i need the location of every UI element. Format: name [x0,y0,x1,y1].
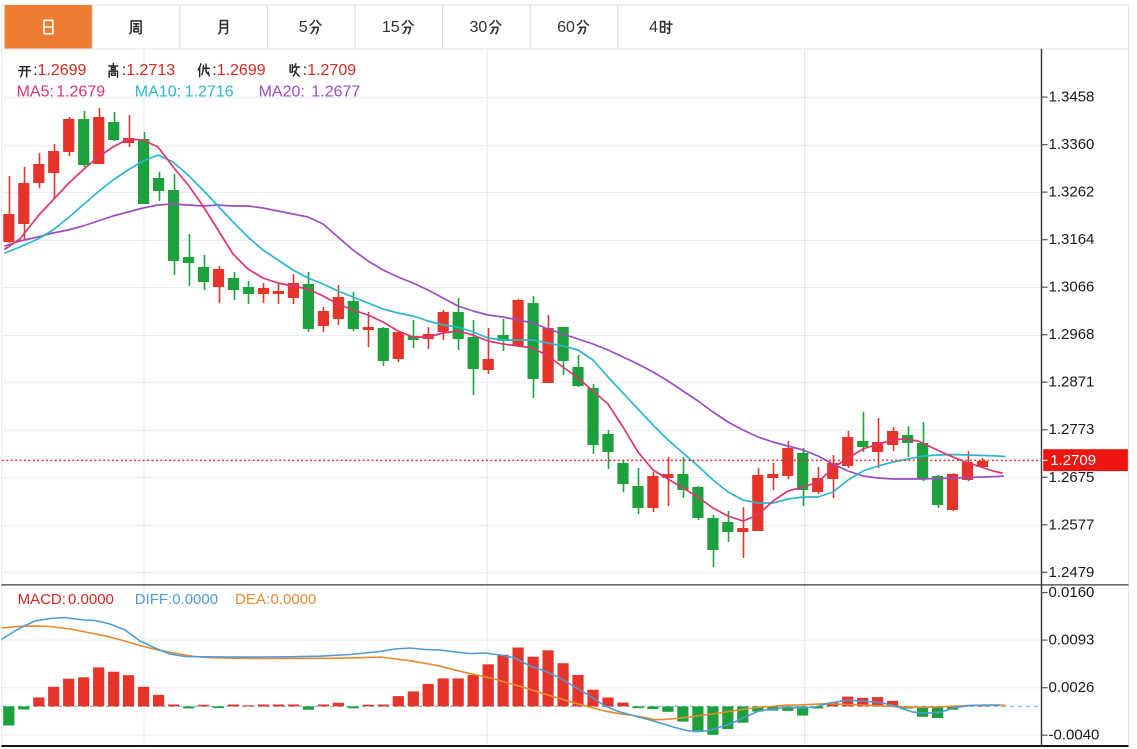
svg-text:1.2871: 1.2871 [1049,374,1095,391]
svg-text:1.2709: 1.2709 [307,62,356,79]
svg-text:DEA:: DEA: [235,591,270,608]
svg-text:1.2968: 1.2968 [1049,326,1095,343]
svg-text:30: 30 [470,19,488,36]
svg-text:0.0000: 0.0000 [271,591,317,608]
svg-text:4: 4 [649,19,658,36]
svg-text:1.3066: 1.3066 [1049,279,1095,296]
svg-text:MA5:: MA5: [17,84,54,101]
svg-text:MA10:: MA10: [135,84,181,101]
svg-text:1.2479: 1.2479 [1049,564,1095,581]
svg-text:0.0000: 0.0000 [68,591,114,608]
svg-text:1.2716: 1.2716 [185,84,234,101]
svg-text:1.2679: 1.2679 [56,84,105,101]
svg-text:60: 60 [557,19,575,36]
svg-text:0.0160: 0.0160 [1049,584,1095,601]
svg-text::: : [212,62,216,79]
svg-text:MA20:: MA20: [259,84,305,101]
svg-text:1.2699: 1.2699 [38,62,87,79]
svg-text:1.2677: 1.2677 [311,84,360,101]
svg-text:1.3262: 1.3262 [1049,184,1095,201]
svg-text:1.2709: 1.2709 [1050,452,1096,469]
svg-text:DIFF:: DIFF: [135,591,173,608]
svg-text:0.0026: 0.0026 [1049,679,1095,696]
svg-text::: : [33,62,37,79]
svg-text:0.0000: 0.0000 [172,591,218,608]
svg-text:1.2675: 1.2675 [1049,469,1095,486]
svg-text:1.3164: 1.3164 [1049,231,1095,248]
svg-text:1.2577: 1.2577 [1049,516,1095,533]
svg-text:1.3458: 1.3458 [1049,89,1095,106]
svg-text:0.0093: 0.0093 [1049,632,1095,649]
svg-text:1.2713: 1.2713 [126,62,175,79]
svg-text::: : [122,62,126,79]
svg-text:1.3360: 1.3360 [1049,136,1095,153]
svg-text:15: 15 [382,19,400,36]
svg-text:5: 5 [299,19,308,36]
svg-text:1.2773: 1.2773 [1049,421,1095,438]
svg-text:1.2699: 1.2699 [217,62,266,79]
svg-text:-0.0040: -0.0040 [1049,727,1100,744]
svg-text::: : [303,62,307,79]
svg-text:MACD:: MACD: [18,591,66,608]
